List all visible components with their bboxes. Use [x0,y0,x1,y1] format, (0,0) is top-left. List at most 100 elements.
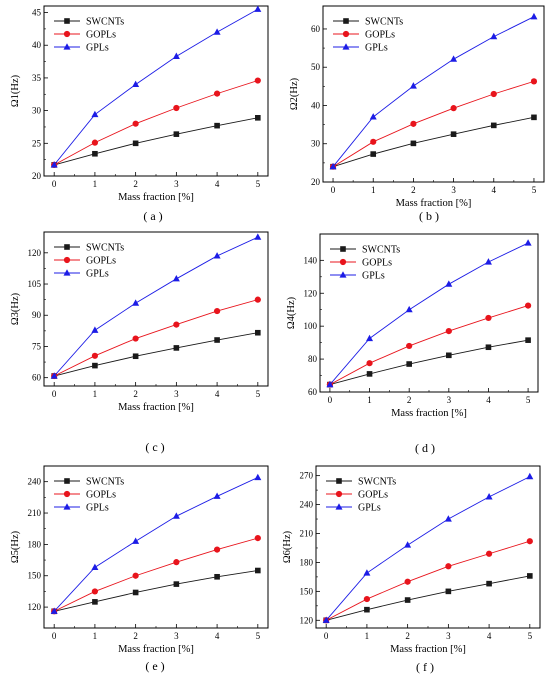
data-point-gopls [530,78,538,85]
data-point-swcnts [173,131,180,137]
legend-label: SWCNTs [358,477,396,488]
data-point-swcnts [173,345,180,351]
data-point-gpls [405,305,413,313]
y-tick-label: 210 [28,508,42,518]
data-point-swcnts [527,573,533,579]
x-axis-label: Mass fraction [%] [390,644,466,655]
x-axis-label: Mass fraction [%] [118,402,194,413]
legend-marker [63,490,71,498]
data-point-swcnts [404,597,411,603]
x-tick-label: 1 [367,395,372,405]
legend-marker [342,30,350,38]
x-tick-label: 3 [447,395,452,405]
series-line-swcnts [326,575,530,621]
x-tick-label: 3 [451,185,456,195]
y-tick-label: 80 [308,354,318,364]
data-point-gopls [524,302,532,309]
legend-label: GPLs [86,43,109,54]
series-line-gpls [53,477,259,612]
series-line-swcnts [332,116,535,168]
data-point-swcnts [132,589,139,596]
x-axis-label: Mass fraction [%] [396,198,472,209]
legend-label: GPLs [358,503,381,514]
x-tick-label: 4 [215,631,220,641]
y-tick-label: 150 [300,586,314,596]
data-point-gopls [173,559,180,566]
x-tick-label: 0 [52,389,57,399]
data-point-gpls [50,607,58,614]
data-point-gopls [91,588,99,595]
y-axis-label: Ω3(Hz) [10,292,21,325]
x-tick-label: 3 [174,179,179,189]
chart-panel: 0 1 2 3 4 5 120 150 180 210 240 Mass fraction [%] Ω5… [10,465,269,673]
x-tick-label: 2 [411,185,416,195]
y-axis-label: Ω5(Hz) [10,530,21,563]
x-tick-label: 5 [526,395,531,405]
chart-panel: 0 1 2 3 4 5 120 150 180 210 240 270 Mass fraction [%… [282,465,541,674]
y-tick-label: 100 [304,321,318,331]
series-line-gpls [325,476,531,621]
y-tick-label: 180 [300,557,314,567]
series-line-gopls [53,537,258,612]
data-point-gpls [254,5,262,12]
data-point-swcnts [214,122,220,129]
legend-label: GOPLs [86,490,116,501]
legend-label: SWCNTs [365,17,403,28]
data-point-swcnts [490,122,497,129]
data-point-gopls [370,138,377,145]
legend-label: GOPLs [365,30,395,41]
data-point-gpls [132,537,140,544]
data-point-gpls [490,32,498,40]
x-tick-label: 1 [93,179,98,189]
plot-frame [43,231,269,387]
data-point-gopls [485,550,493,557]
series-line-gpls [53,8,259,166]
panel-caption: ( f ) [416,660,434,674]
data-point-gopls [450,105,457,112]
data-point-gopls [91,352,99,359]
data-point-gopls [490,90,497,98]
legend-label: GPLs [86,503,109,514]
data-point-gopls [526,538,533,545]
y-tick-label: 120 [300,615,314,625]
legend-label: GOPLs [86,256,116,267]
series-line-gopls [332,80,535,168]
data-point-swcnts [132,140,139,147]
x-tick-label: 5 [532,185,537,195]
series-line-swcnts [54,332,258,377]
panel-caption: ( d ) [415,441,435,455]
data-point-gopls [363,595,371,603]
legend-marker [343,18,349,24]
x-tick-label: 0 [52,179,57,189]
x-tick-label: 3 [446,631,451,641]
y-tick-label: 60 [32,373,42,383]
y-tick-label: 180 [28,539,42,549]
x-tick-label: 5 [528,631,533,641]
y-tick-label: 140 [304,255,318,265]
data-point-gpls [485,493,493,500]
data-point-gpls [172,52,180,59]
data-point-swcnts [255,567,261,574]
data-point-gpls [484,258,492,265]
data-point-swcnts [485,344,492,351]
legend-marker [339,271,347,278]
legend-marker [340,246,346,252]
data-point-gpls [91,563,99,570]
x-tick-label: 0 [328,395,333,405]
data-point-gpls [132,299,140,306]
data-point-gopls [173,321,180,328]
data-point-swcnts [173,581,180,587]
y-tick-label: 30 [311,139,321,149]
legend-marker [335,503,343,510]
data-point-gpls [409,82,417,89]
plot-frame [322,5,545,183]
data-point-gpls [213,492,221,499]
panel-caption: ( b ) [419,209,439,223]
y-tick-label: 270 [300,471,314,481]
data-point-gpls [254,473,262,481]
data-point-gpls [213,28,221,35]
plot-frame [43,465,269,629]
y-tick-label: 30 [32,106,42,116]
data-point-gpls [91,110,99,118]
